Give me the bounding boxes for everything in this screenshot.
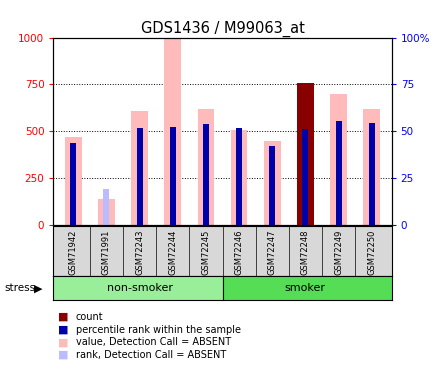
Bar: [70, 142, 76, 225]
Bar: [264, 141, 280, 225]
Text: percentile rank within the sample: percentile rank within the sample: [76, 325, 241, 334]
Bar: [65, 137, 81, 225]
Text: smoker: smoker: [285, 283, 326, 293]
Bar: [203, 124, 209, 225]
Text: GSM72248: GSM72248: [301, 230, 310, 275]
Bar: [336, 121, 341, 225]
Bar: [297, 84, 314, 225]
Text: GSM72246: GSM72246: [235, 230, 243, 275]
Text: GDS1436 / M99063_at: GDS1436 / M99063_at: [141, 21, 304, 37]
Text: GSM72247: GSM72247: [268, 230, 277, 275]
Bar: [269, 146, 275, 225]
Bar: [198, 109, 214, 225]
Text: GSM72249: GSM72249: [334, 230, 343, 275]
Text: count: count: [76, 312, 103, 322]
Text: GSM72243: GSM72243: [135, 230, 144, 275]
Text: ■: ■: [58, 312, 69, 322]
Bar: [236, 128, 242, 225]
Bar: [165, 39, 181, 225]
Bar: [131, 111, 148, 225]
Bar: [369, 123, 375, 225]
Bar: [104, 189, 109, 225]
Text: GSM72244: GSM72244: [168, 230, 177, 275]
Text: ■: ■: [58, 325, 69, 334]
Bar: [203, 124, 209, 225]
Text: GSM72250: GSM72250: [367, 230, 376, 275]
Text: stress: stress: [4, 284, 36, 293]
Bar: [336, 121, 341, 225]
Bar: [137, 128, 142, 225]
Bar: [303, 129, 308, 225]
Bar: [137, 128, 142, 225]
Bar: [231, 130, 247, 225]
Bar: [70, 142, 76, 225]
Bar: [170, 127, 176, 225]
Text: ■: ■: [58, 338, 69, 347]
Bar: [98, 199, 115, 225]
Bar: [236, 128, 242, 225]
Text: ▶: ▶: [33, 284, 42, 293]
Text: GSM71942: GSM71942: [69, 230, 78, 275]
Bar: [170, 127, 176, 225]
Text: ■: ■: [58, 350, 69, 360]
Bar: [364, 109, 380, 225]
Bar: [330, 94, 347, 225]
Text: rank, Detection Call = ABSENT: rank, Detection Call = ABSENT: [76, 350, 226, 360]
Text: value, Detection Call = ABSENT: value, Detection Call = ABSENT: [76, 338, 231, 347]
Text: GSM71991: GSM71991: [102, 230, 111, 275]
Text: non-smoker: non-smoker: [107, 283, 173, 293]
Text: GSM72245: GSM72245: [202, 230, 210, 275]
Bar: [269, 146, 275, 225]
Bar: [369, 123, 375, 225]
